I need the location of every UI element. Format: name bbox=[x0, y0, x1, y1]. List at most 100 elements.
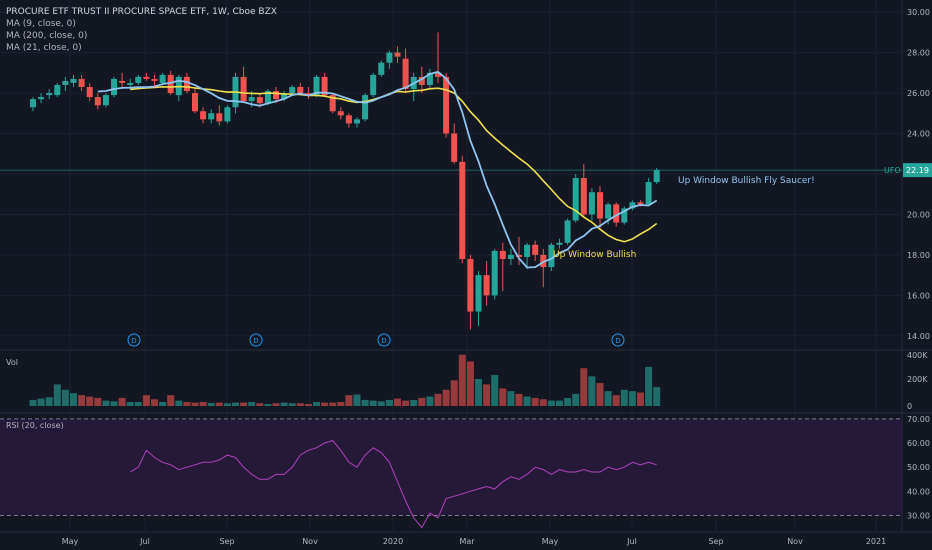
candle-body bbox=[248, 97, 255, 102]
candle-body bbox=[370, 74, 377, 96]
volume-bar bbox=[280, 402, 288, 406]
dividend-marker bbox=[249, 333, 263, 347]
legend-ma21[interactable]: MA (21, close, 0) bbox=[6, 43, 82, 53]
candle-body bbox=[192, 93, 198, 112]
candle-body bbox=[459, 161, 466, 259]
candle-body bbox=[516, 254, 522, 257]
volume-bar bbox=[126, 401, 134, 406]
candle-body bbox=[86, 86, 93, 98]
volume-bar bbox=[353, 394, 361, 406]
candle-body bbox=[475, 275, 482, 312]
volume-bar bbox=[394, 398, 401, 406]
legend-title[interactable]: PROCURE ETF TRUST II PROCURE SPACE ETF, … bbox=[6, 7, 277, 17]
volume-bar bbox=[142, 395, 150, 406]
volume-bar bbox=[523, 396, 531, 406]
volume-bar bbox=[86, 396, 94, 406]
volume-bar bbox=[345, 395, 353, 406]
dividend-marker bbox=[127, 333, 141, 347]
rsi-line bbox=[129, 440, 657, 529]
volume-bar bbox=[450, 380, 458, 406]
candle-body bbox=[38, 97, 45, 100]
x-tick-label: Nov bbox=[787, 537, 803, 546]
volume-bar bbox=[458, 354, 466, 406]
volume-bar bbox=[580, 368, 588, 406]
volume-bar bbox=[199, 401, 207, 406]
candle-body bbox=[30, 99, 36, 108]
candle-body bbox=[467, 258, 474, 312]
volume-bar bbox=[232, 402, 239, 406]
candle-body bbox=[159, 74, 166, 83]
candle-body bbox=[588, 192, 595, 215]
candle-body bbox=[46, 93, 53, 96]
volume-bar bbox=[102, 400, 110, 406]
x-tick-label: May bbox=[542, 537, 559, 546]
candle-body bbox=[621, 208, 628, 223]
y-tick-label: 30.00 bbox=[907, 8, 930, 17]
candle-body bbox=[345, 115, 352, 124]
x-tick-label: Mar bbox=[459, 537, 475, 546]
y-tick-label: 16.00 bbox=[907, 291, 930, 300]
volume-bar bbox=[418, 397, 426, 406]
candle-body bbox=[548, 244, 555, 268]
y-tick-label: 14.00 bbox=[907, 332, 930, 341]
volume-tick-label: 400K bbox=[907, 351, 928, 360]
candle-body bbox=[386, 52, 393, 63]
candle-body bbox=[402, 58, 409, 90]
candle-body bbox=[443, 76, 450, 134]
candle-body bbox=[524, 244, 531, 257]
candle-body bbox=[62, 80, 69, 85]
legend-ma9[interactable]: MA (9, close, 0) bbox=[6, 19, 76, 29]
volume-bar bbox=[434, 393, 442, 406]
candle-body bbox=[183, 76, 190, 92]
volume-bar bbox=[483, 384, 491, 406]
volume-bar bbox=[37, 398, 45, 406]
legend-ma200[interactable]: MA (200, close, 0) bbox=[6, 31, 88, 41]
price-tag-value: 22.19 bbox=[906, 166, 929, 175]
volume-bar bbox=[628, 391, 636, 406]
rsi-tick-label: 50.00 bbox=[907, 463, 930, 472]
volume-bar bbox=[248, 401, 256, 406]
volume-bar bbox=[61, 389, 69, 406]
candle-body bbox=[305, 93, 312, 96]
candle-body bbox=[653, 170, 660, 183]
volume-bar bbox=[191, 402, 199, 406]
volume-bar bbox=[645, 366, 653, 406]
candle-body bbox=[208, 113, 215, 120]
candle-body bbox=[605, 204, 612, 219]
candle-body bbox=[378, 62, 385, 75]
x-tick-label: Jul bbox=[139, 537, 150, 546]
ma9-line bbox=[97, 70, 658, 269]
volume-bar bbox=[410, 399, 418, 406]
x-tick-label: 2021 bbox=[866, 537, 886, 546]
volume-bar bbox=[507, 391, 515, 406]
y-tick-label: 18.00 bbox=[907, 251, 930, 260]
chart-legend: PROCURE ETF TRUST II PROCURE SPACE ETF, … bbox=[6, 6, 277, 54]
price-pane bbox=[0, 0, 902, 350]
candle-body bbox=[613, 204, 620, 223]
volume-bar bbox=[385, 399, 393, 406]
rsi-tick-label: 30.00 bbox=[907, 512, 930, 521]
volume-bar bbox=[78, 395, 86, 406]
volume-bar bbox=[134, 401, 142, 406]
candle-body bbox=[540, 254, 547, 268]
volume-bar bbox=[223, 403, 231, 406]
volume-bar bbox=[377, 401, 385, 406]
candle-body bbox=[418, 76, 425, 85]
candle-body bbox=[394, 52, 401, 57]
candle-body bbox=[119, 80, 126, 83]
candle-body bbox=[426, 72, 433, 85]
volume-bar bbox=[588, 376, 596, 406]
x-tick-label: Nov bbox=[302, 537, 318, 546]
dividend-marker-label: D bbox=[381, 337, 386, 345]
candle-body bbox=[556, 242, 563, 245]
x-tick-label: Sep bbox=[219, 537, 234, 546]
price-tag-symbol: UFO bbox=[884, 166, 901, 175]
candle-body bbox=[289, 86, 296, 94]
price-tag-box bbox=[903, 163, 932, 178]
volume-bar bbox=[539, 399, 547, 406]
volume-bar bbox=[442, 389, 450, 406]
rsi-label: RSI (20, close) bbox=[6, 421, 64, 430]
candle-body bbox=[354, 119, 360, 124]
rsi-tick-label: 40.00 bbox=[907, 487, 930, 496]
